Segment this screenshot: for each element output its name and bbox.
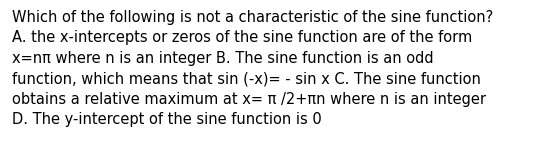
Text: Which of the following is not a characteristic of the sine function?
A. the x-in: Which of the following is not a characte… [12,10,493,127]
